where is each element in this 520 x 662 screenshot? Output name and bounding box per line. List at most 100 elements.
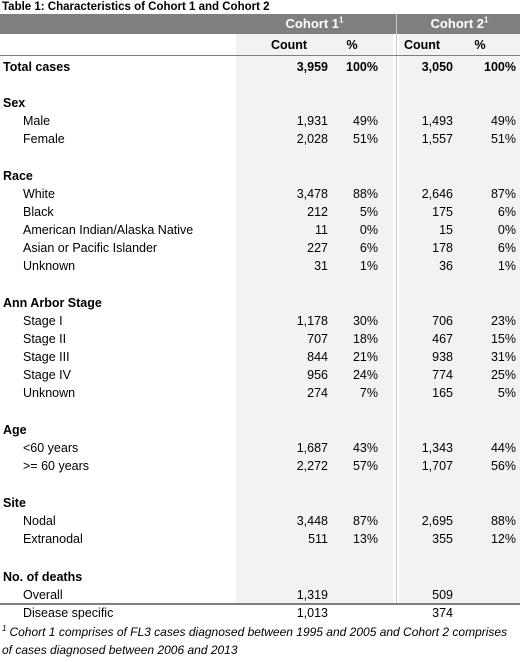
table-row: Stage II 707 18% 467 15% [0,330,520,348]
table-row: Asian or Pacific Islander 227 6% 178 6% [0,239,520,257]
section-label: Age [3,423,27,437]
cohort1-count-cell: 11 [315,223,328,237]
table-row: Stage IV 956 24% 774 25% [0,366,520,384]
cohort2-percent-cell: 0% [497,223,516,237]
cohort2-count-cell: 774 [432,368,453,382]
cohort2-count-cell: 1,707 [421,459,453,473]
cohort2-percent-cell: 15% [490,332,516,346]
section-label: Sex [3,96,26,110]
cohort1-count-cell: 511 [308,532,328,546]
cohort1-percent-cell: 0% [359,223,378,237]
cohort1-count-cell: 1,931 [296,114,328,128]
cohort2-percent-cell: 25% [490,368,516,382]
cohort1-count-cell: 3,959 [296,60,328,74]
table-row: American Indian/Alaska Native 11 0% 15 0% [0,221,520,239]
cohort2-percent-cell: 23% [490,314,516,328]
cohort1-count-header: Count [270,38,308,52]
cohort2-count-cell: 175 [432,205,453,219]
section-label: No. of deaths [3,570,83,584]
cohort1-percent-cell: 49% [352,114,378,128]
cohort1-percent-cell: 7% [359,386,378,400]
section-label: Race [3,169,33,183]
cohort2-percent-cell: 100% [484,60,516,74]
row-label: Nodal [23,514,56,528]
row-label: Disease specific [23,606,114,620]
section-heading-row: No. of deaths [0,568,520,586]
cohort2-count-cell: 467 [432,332,453,346]
cohort2-count-cell: 2,695 [421,514,453,528]
cohort2-percent-cell: 31% [490,350,516,364]
footnote-marker: 1 [2,624,7,633]
cohort1-count-cell: 212 [307,205,328,219]
cohort2-column-shade [399,34,520,603]
row-label: Stage IV [23,368,71,382]
cohort1-count-cell: 1,319 [296,588,328,602]
cohort1-percent-cell: 88% [352,187,378,201]
cohort1-percent-cell: 6% [359,241,378,255]
header-bar [0,14,520,34]
cohort2-count-cell: 1,493 [421,114,453,128]
section-heading-row: Race [0,167,520,185]
header-rule [0,55,520,56]
section-heading-row: Sex [0,94,520,112]
table-row: Black 212 5% 175 6% [0,203,520,221]
section-heading-row: Ann Arbor Stage [0,294,520,312]
section-heading-row: Site [0,494,520,512]
cohort2-percent-cell: 87% [490,187,516,201]
cohort2-percent-cell: 1% [497,259,516,273]
section-label: Total cases [3,60,71,74]
cohort1-percent-cell: 1% [359,259,378,273]
cohort2-percent-cell: 88% [490,514,516,528]
cohort1-count-cell: 3,478 [296,187,328,201]
cohort1-percent-cell: 87% [352,514,378,528]
row-label: Stage I [23,314,63,328]
row-label: Male [23,114,51,128]
table-row: Stage III 844 21% 938 31% [0,348,520,366]
cohort1-percent-cell: 13% [352,532,378,546]
cohort1-percent-cell: 43% [352,441,378,455]
cohort1-percent-header: % [346,38,358,52]
bottom-rule [0,603,520,605]
cohort1-count-cell: 1,687 [296,441,328,455]
cohort2-count-cell: 374 [432,606,453,620]
table-title: Table 1: Characteristics of Cohort 1 and… [2,1,270,13]
cohort1-percent-cell: 5% [359,205,378,219]
table-row: Unknown 31 1% 36 1% [0,257,520,275]
cohort2-header-sup: 1 [484,15,489,25]
cohort1-count-cell: 3,448 [296,514,328,528]
cohort1-count-cell: 844 [307,350,328,364]
cohort1-count-cell: 1,013 [296,606,328,620]
cohort1-count-cell: 274 [307,386,328,400]
cohort2-count-cell: 2,646 [421,187,453,201]
cohort1-percent-cell: 51% [352,132,378,146]
section-label: Ann Arbor Stage [3,296,102,310]
column-divider [396,14,397,603]
row-label: Stage III [23,350,70,364]
cohort1-header: Cohort 11 [236,14,393,34]
row-label: Unknown [23,259,76,273]
cohort1-header-sup: 1 [339,15,344,25]
cohort1-count-cell: 1,178 [296,314,328,328]
cohort2-percent-cell: 44% [490,441,516,455]
cohort1-count-cell: 2,028 [296,132,328,146]
cohort2-percent-cell: 12% [490,532,516,546]
row-label: White [23,187,55,201]
cohort1-count-cell: 2,272 [296,459,328,473]
cohort2-count-cell: 509 [432,588,453,602]
table-row: Overall 1,319 509 [0,586,520,604]
row-label: Stage II [23,332,67,346]
cohort2-count-cell: 36 [439,259,453,273]
table-row: Nodal 3,448 87% 2,695 88% [0,512,520,530]
row-label: Asian or Pacific Islander [23,241,158,255]
cohort1-count-cell: 956 [307,368,328,382]
cohort2-count-cell: 1,557 [421,132,453,146]
cohort2-percent-cell: 56% [490,459,516,473]
footnote-text: Cohort 1 comprises of FL3 cases diagnose… [2,625,508,657]
cohort2-percent-cell: 6% [497,241,516,255]
cohort2-count-cell: 15 [439,223,453,237]
cohort2-header-label: Cohort 2 [430,16,484,31]
cohort2-count-cell: 355 [432,532,453,546]
footnote: 1 Cohort 1 comprises of FL3 cases diagnos… [2,623,512,659]
section-label: Site [3,496,26,510]
table-row: Total cases 3,959 100% 3,050 100% [0,58,520,76]
